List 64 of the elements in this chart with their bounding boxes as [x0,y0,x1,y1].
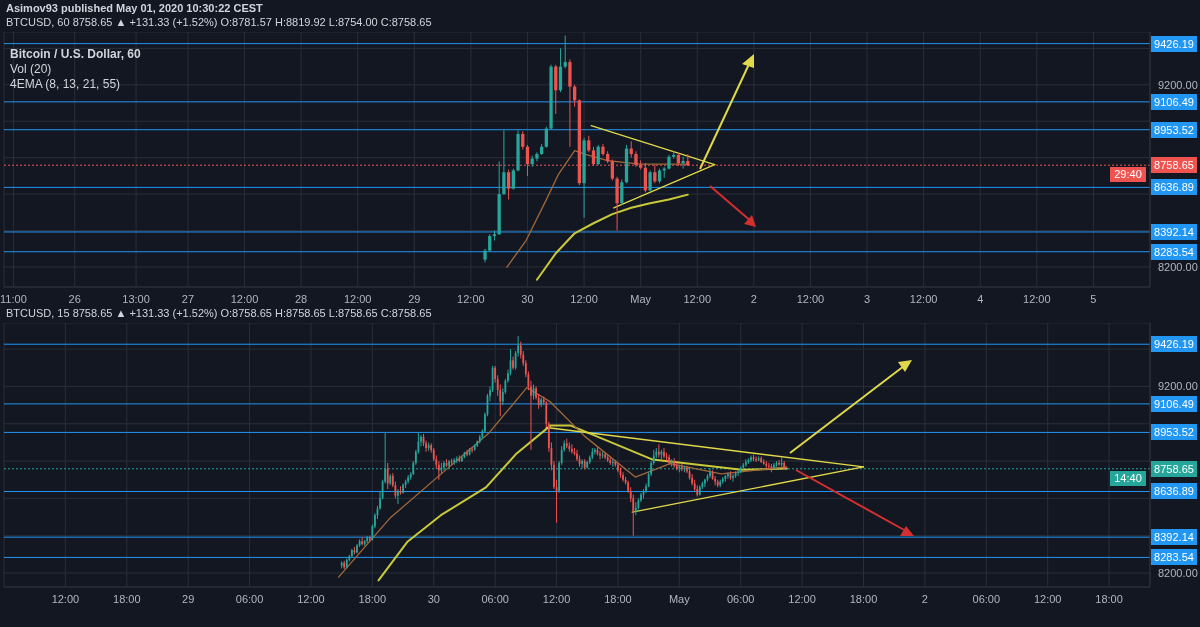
ref-line-label: 8953.52 [1151,121,1197,138]
x-tick-label: 06:00 [972,592,1001,605]
ref-line-label: 8758.65 [1151,157,1197,174]
x-tick-label: 12:00 [796,292,825,305]
x-tick-label: 12:00 [1023,292,1051,305]
x-tick-label: 12:00 [297,592,325,605]
y-tick-label: 8200.00 [1158,260,1198,273]
x-tick-label: 2 [921,592,928,605]
chart-subtitle: BTCUSD, 60 8758.65 ▲ +131.33 (+1.52%) O:8781.57 H:8819.92 L:8754.00 C:8758.65 [6,16,432,28]
x-tick-label: 12:00 [51,592,80,605]
x-tick-label: 18:00 [358,592,387,605]
x-tick-label: 18:00 [1095,592,1123,605]
ref-line-label: 9106.49 [1151,93,1197,110]
x-tick-label: 12:00 [457,292,485,305]
x-tick-label: 12:00 [788,592,816,605]
chart-title: Asimov93 published May 01, 2020 10:30:22 CEST [6,2,263,14]
x-tick-label: 06:00 [235,592,264,605]
x-tick-label: 30 [427,592,440,605]
x-tick-label: 28 [294,292,308,305]
ref-line-label: 8283.54 [1151,243,1197,260]
x-tick-label: 12:00 [683,292,712,305]
annotation: 14:40 [1110,470,1146,486]
x-tick-label: 27 [181,292,195,305]
x-tick-label: 12:00 [230,292,259,305]
ref-line-label: 8392.14 [1151,529,1197,546]
annotation: Bitcoin / U.S. Dollar, 60 [10,47,141,61]
ref-line-label: 8953.52 [1151,424,1197,441]
x-tick-label: 12:00 [909,292,938,305]
x-tick-label: 12:00 [542,592,571,605]
x-tick-label: May [630,292,652,305]
x-tick-label: 06:00 [481,592,509,605]
x-tick-label: 3 [863,292,871,305]
x-tick-label: 18:00 [849,592,878,605]
ref-line-label: 9106.49 [1151,395,1197,412]
x-tick-label: May [668,592,691,605]
x-tick-label: 29 [408,292,421,305]
ref-line-label: 9426.19 [1151,35,1197,52]
x-tick-label: 12:00 [1033,592,1062,605]
x-tick-label: 11:00 [0,292,27,305]
x-tick-label: 2 [750,292,757,305]
x-tick-label: 4 [977,292,984,305]
x-tick-label: 12:00 [343,292,372,305]
ref-line-label: 9426.19 [1151,336,1197,353]
annotation: Vol (20) [10,62,52,76]
x-tick-label: 12:00 [570,292,598,305]
y-tick-label: 9200.00 [1158,380,1198,393]
ref-line-label: 8283.54 [1151,549,1197,566]
x-tick-label: 5 [1090,292,1097,305]
x-tick-label: 29 [182,592,195,605]
x-tick-label: 26 [68,292,81,305]
ref-line-label: 8392.14 [1151,223,1197,240]
x-tick-label: 30 [521,292,534,305]
chart-subtitle: BTCUSD, 15 8758.65 ▲ +131.33 (+1.52%) O:8758.65 H:8758.65 L:8758.65 C:8758.65 [6,307,432,319]
annotation: 29:40 [1110,167,1146,183]
x-tick-label: 18:00 [604,592,632,605]
annotation: 4EMA (8, 13, 21, 55) [10,77,121,91]
x-tick-label: 06:00 [726,592,755,605]
ref-line-label: 8636.89 [1151,483,1197,500]
x-tick-label: 13:00 [122,292,150,305]
y-tick-label: 8200.00 [1158,566,1198,579]
y-tick-label: 9200.00 [1158,78,1198,91]
x-tick-label: 18:00 [113,592,141,605]
ref-line-label: 8636.89 [1151,179,1197,196]
ref-line-label: 8758.65 [1151,460,1197,477]
